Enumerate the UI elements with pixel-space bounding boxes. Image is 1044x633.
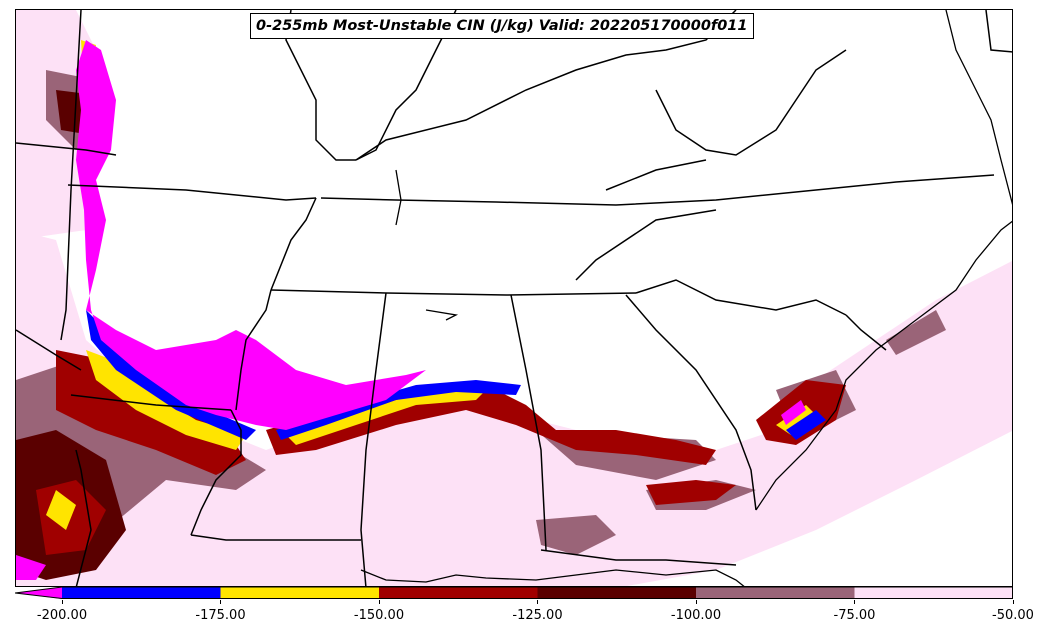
colorbar-tick-label: -125.00	[512, 608, 563, 623]
coastline	[360, 10, 1012, 586]
colorbar-tick-label: -75.00	[833, 608, 876, 623]
colorbar-tick	[537, 600, 538, 604]
state-boundaries	[16, 10, 1012, 586]
colorbar-tick-label: -100.00	[670, 608, 722, 623]
colorbar	[15, 587, 1013, 599]
colorbar-tick	[61, 600, 63, 604]
colorbar-bin	[537, 587, 696, 599]
colorbar-bin	[15, 587, 62, 599]
colorbar-tick	[220, 600, 221, 604]
colorbar-tick	[1012, 600, 1014, 604]
colorbar-tick-label: -200.00	[36, 608, 88, 623]
colorbar-tick	[378, 600, 380, 604]
colorbar-tick-label: -150.00	[353, 608, 405, 623]
map-panel	[15, 9, 1013, 587]
colorbar-tick	[854, 600, 855, 604]
colorbar-bin	[62, 587, 221, 599]
colorbar-bin	[854, 587, 1013, 599]
cin-map	[16, 10, 1012, 586]
colorbar-tick-label: -175.00	[195, 608, 246, 623]
colorbar-bin	[220, 587, 379, 599]
colorbar-outline	[15, 587, 1013, 599]
colorbar-tick	[695, 600, 697, 604]
colorbar-bin	[696, 587, 855, 599]
cin-fill-magenta	[16, 40, 806, 580]
colorbar-tick-label: -50.00	[992, 608, 1034, 623]
colorbar-bin	[379, 587, 538, 599]
map-title: 0-255mb Most-Unstable CIN (J/kg) Valid: …	[250, 13, 754, 39]
